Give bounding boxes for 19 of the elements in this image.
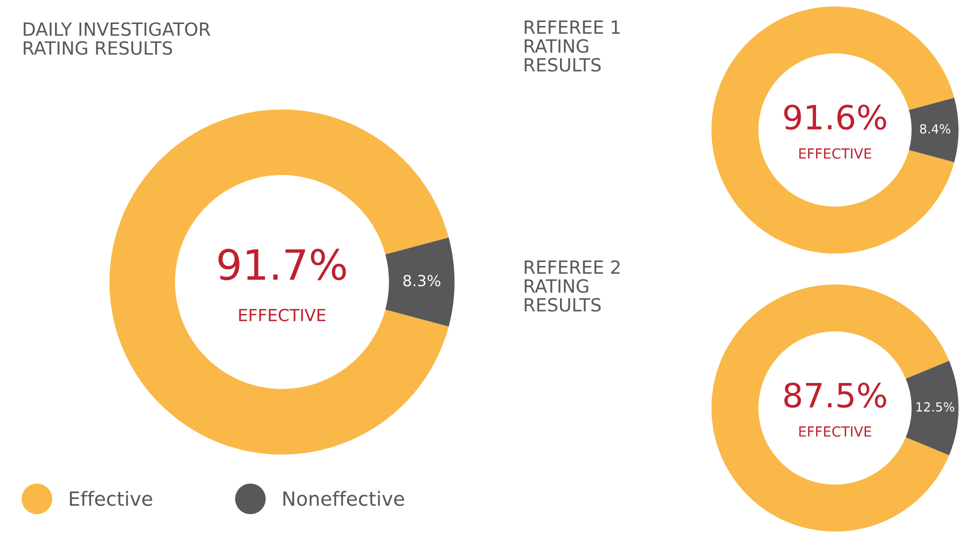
data-label: 8.3% [403,274,440,286]
donut-slice [906,360,959,456]
data-label: 12.5% [916,402,954,412]
text: EFFECTIVE [239,308,326,322]
data-label: 8.4% [920,124,950,134]
text: EFFECTIVE [799,148,872,159]
text: REFEREE 1 RATING RESULTS [524,20,620,72]
legend-label: Noneffective [283,490,404,506]
donut-slice [711,6,954,254]
donut-slice [109,109,449,455]
data-label: 87.5% [784,382,886,408]
data-label: 91.7% [218,248,346,280]
chart-title: DAILY INVESTIGATOR RATING RESULTS [24,22,210,55]
text: EFFECTIVE [799,426,872,437]
donut-slice [385,238,455,326]
donut-slice [908,98,959,162]
chart-title: REFEREE 2 RATING RESULTS [524,260,620,312]
data-label: 91.6% [784,104,886,130]
legend-label: Effective [70,490,152,506]
